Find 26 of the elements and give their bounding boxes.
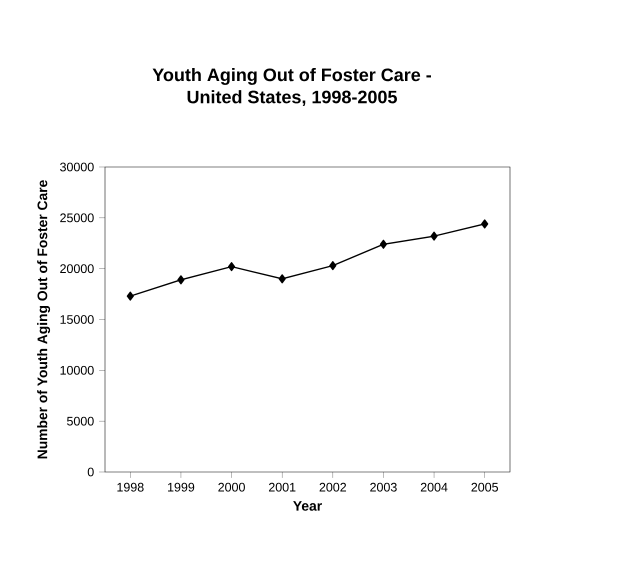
x-tick-label: 2000: [218, 482, 245, 492]
point: [228, 262, 236, 272]
point: [329, 261, 336, 270]
y-axis-title: Number of Youth Aging Out of Foster Care: [37, 180, 50, 458]
x-tick-label: 2005: [471, 482, 498, 492]
point: [126, 292, 134, 301]
y-tick-label: 0: [88, 468, 94, 476]
x-tick-label: 2004: [420, 482, 448, 492]
point: [481, 219, 488, 228]
y-tick-label: 30000: [60, 162, 94, 172]
point: [380, 240, 388, 249]
x-tick-label: 2002: [320, 482, 346, 492]
y-tick-label: 15000: [60, 315, 94, 324]
y-tick-label: 25000: [60, 213, 94, 222]
chart-title: Youth Aging Out of Foster Care - United States, 1998-2005: [152, 68, 432, 106]
point: [177, 275, 185, 284]
y-tick-label: 5000: [67, 416, 94, 426]
y-tick-label: 20000: [60, 264, 94, 274]
x-tick-label: 1999: [168, 482, 194, 492]
x-tick-label: 2001: [268, 482, 296, 492]
x-tick-label: 2003: [370, 482, 397, 492]
x-axis-title: Year: [293, 501, 322, 511]
point: [430, 232, 438, 241]
y-tick-label: 10000: [60, 366, 94, 375]
x-tick-label: 1998: [117, 482, 144, 492]
point: [278, 274, 286, 284]
